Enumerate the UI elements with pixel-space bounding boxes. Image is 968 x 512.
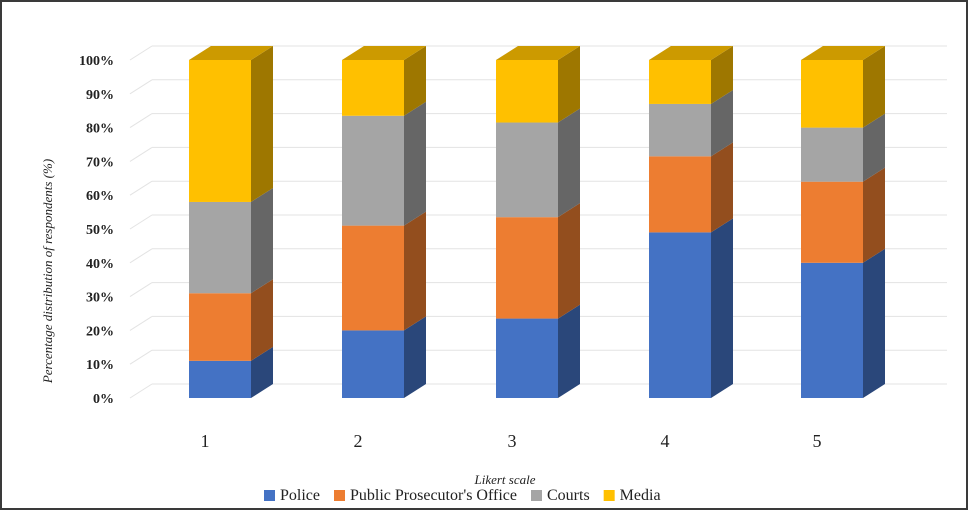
gridline-depth — [129, 79, 153, 95]
bar-segment — [649, 232, 711, 398]
bar-segment-side — [711, 46, 733, 104]
legend-swatch — [603, 490, 615, 501]
legend-swatch — [531, 490, 542, 501]
bar-segment-side — [863, 248, 885, 398]
gridline-depth — [129, 180, 153, 196]
bar-stack-3 — [496, 46, 580, 398]
legend-item: Police — [264, 487, 320, 504]
y-tick-label: 60% — [86, 189, 114, 204]
bar-segment — [342, 225, 404, 331]
legend: Police Public Prosecutor's Office Courts Me… — [264, 487, 661, 504]
bar-segment — [189, 293, 251, 361]
x-tick-label: 2 — [354, 431, 363, 451]
bar-segment-side — [404, 211, 426, 331]
legend-swatch — [334, 490, 345, 501]
gridline-depth — [129, 383, 153, 399]
bar-segment-side — [251, 46, 273, 202]
bar-segment — [801, 60, 863, 128]
bar-segment-side — [711, 89, 733, 157]
y-tick-label: 100% — [79, 54, 114, 69]
bar-segment — [189, 360, 251, 398]
bar-segment-side — [711, 142, 733, 233]
gridline-depth — [129, 45, 153, 61]
x-tick-label: 3 — [508, 431, 517, 451]
bar-stack-1 — [189, 46, 273, 398]
bar-segment — [496, 217, 558, 319]
y-tick-label: 50% — [86, 223, 114, 238]
bar-segment — [342, 330, 404, 398]
bar-top-face — [189, 46, 273, 60]
bar-segment — [496, 318, 558, 398]
bar-segment-side — [404, 316, 426, 398]
gridline-depth — [129, 214, 153, 230]
bar-top-face — [496, 46, 580, 60]
gridline-depth — [129, 248, 153, 264]
legend-label: Media — [620, 487, 661, 504]
bar-top-face — [649, 46, 733, 60]
bar-top-face — [342, 46, 426, 60]
x-axis-title: Likert scale — [473, 472, 535, 487]
y-tick-label: 0% — [93, 392, 114, 407]
bar-segment-side — [251, 346, 273, 398]
bar-segment-side — [404, 46, 426, 116]
legend-swatch — [264, 490, 275, 501]
gridline-depth — [129, 113, 153, 129]
x-axis-ticks: 1 2 3 4 5 — [201, 431, 822, 451]
bar-segment — [649, 60, 711, 104]
bar-segment-side — [558, 108, 580, 218]
gridline-depth — [129, 315, 153, 331]
bar-segment — [496, 60, 558, 123]
gridline-depth — [129, 349, 153, 365]
y-tick-label: 40% — [86, 257, 114, 272]
bar-segment-side — [558, 46, 580, 123]
bar-segment-side — [863, 46, 885, 128]
gridline-depth — [129, 282, 153, 298]
y-tick-label: 70% — [86, 155, 114, 170]
y-tick-label: 30% — [86, 291, 114, 306]
bar-segment-side — [558, 203, 580, 319]
bar-segment — [801, 262, 863, 398]
bar-segment-side — [863, 167, 885, 263]
bar-segment — [342, 60, 404, 116]
bar-segment-side — [711, 218, 733, 398]
y-tick-label: 10% — [86, 358, 114, 373]
y-axis-ticks: 0% 10% 20% 30% 40% 50% 60% 70% 80% 90% 100% — [79, 54, 114, 407]
gridline-depth — [129, 146, 153, 162]
bar-segment-side — [251, 279, 273, 361]
legend-label: Public Prosecutor's Office — [350, 487, 517, 504]
bar-segment — [189, 201, 251, 294]
x-tick-label: 5 — [813, 431, 822, 451]
x-tick-label: 4 — [661, 431, 670, 451]
bar-segment — [496, 122, 558, 218]
bar-segment-side — [251, 187, 273, 294]
bar-segment — [649, 156, 711, 233]
bar-segment — [189, 60, 251, 202]
y-tick-label: 20% — [86, 324, 114, 339]
bar-stack-2 — [342, 46, 426, 398]
bar-segment — [801, 127, 863, 182]
bar-segment-side — [558, 304, 580, 398]
y-tick-label: 80% — [86, 122, 114, 137]
bar-segment — [342, 115, 404, 226]
legend-label: Courts — [547, 487, 590, 504]
bars — [189, 46, 885, 398]
bar-segment-side — [404, 101, 426, 226]
bar-segment — [801, 181, 863, 263]
bar-segment — [649, 103, 711, 157]
legend-item: Courts — [531, 487, 590, 504]
bar-top-face — [801, 46, 885, 60]
bar-stack-4 — [649, 46, 733, 398]
legend-label: Police — [280, 487, 320, 504]
y-axis-title: Percentage distribution of respondents (… — [40, 159, 55, 384]
legend-item: Media — [603, 487, 661, 504]
bar-segment-side — [863, 113, 885, 182]
x-tick-label: 1 — [201, 431, 210, 451]
y-tick-label: 90% — [86, 88, 114, 103]
bar-stack-5 — [801, 46, 885, 398]
legend-item: Public Prosecutor's Office — [334, 487, 517, 504]
